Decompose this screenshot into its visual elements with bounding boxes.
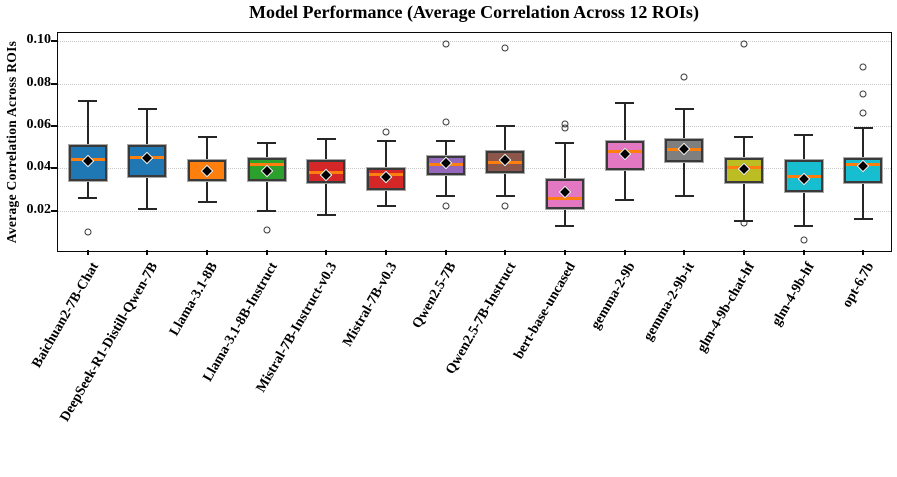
outlier-point: [501, 202, 509, 210]
x-tick-mark: [862, 250, 865, 255]
whisker-cap: [674, 108, 694, 111]
x-tick-mark: [504, 250, 507, 255]
y-tick-mark: [50, 82, 57, 85]
x-tick-mark: [206, 250, 209, 255]
whisker-cap: [316, 213, 336, 216]
x-tick-label: bert-base-uncased: [511, 260, 579, 362]
x-tick-mark: [802, 250, 805, 255]
outlier-point: [501, 44, 509, 52]
whisker-cap: [436, 139, 456, 142]
whisker-cap: [316, 137, 336, 140]
plot-area: [50, 32, 892, 255]
x-tick-mark: [683, 250, 686, 255]
whisker-cap: [197, 201, 217, 204]
outlier-point: [859, 90, 867, 98]
outlier-point: [859, 109, 867, 117]
outlier-point: [561, 124, 569, 132]
whisker-cap: [734, 135, 754, 138]
whisker-cap: [555, 224, 575, 227]
x-tick-label: DeepSeek-R1-Distill-Qwen-7B: [57, 260, 162, 425]
outlier-point: [84, 228, 92, 236]
x-tick-label: gemma-2-9b: [588, 260, 639, 333]
whisker-cap: [853, 218, 873, 221]
x-tick-mark: [146, 250, 149, 255]
chart-title: Model Performance (Average Correlation A…: [249, 2, 699, 22]
whisker-cap: [615, 101, 635, 104]
whisker-cap: [376, 205, 396, 208]
x-tick-mark: [385, 250, 388, 255]
gridline: [58, 41, 891, 43]
x-tick-mark: [742, 250, 745, 255]
x-tick-label: opt-6.7b: [839, 260, 878, 311]
whisker-cap: [495, 125, 515, 128]
outlier-point: [740, 219, 748, 227]
y-axis-tick-labels: 0.02 0.04 0.06 0.08 0.10: [0, 0, 57, 477]
gridline: [58, 83, 891, 85]
whisker-cap: [257, 209, 277, 212]
y-tick-label: 0.04: [26, 159, 52, 175]
whisker-cap: [674, 194, 694, 197]
x-tick-mark: [86, 250, 89, 255]
x-tick-label: glm-4-9b-chat-hf: [694, 260, 758, 356]
whisker-cap: [376, 139, 396, 142]
outlier-point: [442, 118, 450, 126]
whisker-cap: [137, 108, 157, 111]
whisker-cap: [78, 99, 98, 102]
y-tick-label: 0.10: [26, 32, 52, 48]
whisker-cap: [853, 127, 873, 130]
gridline: [58, 168, 891, 170]
outlier-point: [442, 40, 450, 48]
y-tick-mark: [50, 167, 57, 170]
x-tick-label: Qwen2.5-7B: [409, 260, 460, 332]
whisker-cap: [794, 133, 814, 136]
outlier-point: [740, 40, 748, 48]
x-tick-label: Qwen2.5-7B-Instruct: [443, 260, 520, 377]
whisker-cap: [257, 142, 277, 144]
box: [68, 145, 107, 182]
gridline: [58, 126, 891, 128]
x-tick-label: Llama-3.1-8B-Instruct: [200, 260, 281, 385]
x-tick-mark: [265, 250, 268, 255]
whisker-cap: [137, 207, 157, 210]
x-tick-mark: [444, 250, 447, 255]
outlier-point: [442, 202, 450, 210]
whisker-cap: [495, 194, 515, 197]
x-tick-label: Mistral-7B-Instruct-v0.3: [253, 260, 341, 396]
outlier-point: [859, 63, 867, 71]
whisker-cap: [615, 199, 635, 202]
x-tick-label: glm-4-9b-hf: [769, 260, 818, 329]
whisker-cap: [794, 224, 814, 227]
x-tick-label: Mistral-7B-v0.3: [339, 260, 401, 350]
y-tick-label: 0.08: [26, 74, 52, 90]
outlier-point: [263, 226, 271, 234]
x-tick-mark: [325, 250, 328, 255]
x-tick-mark: [563, 250, 566, 255]
whisker-cap: [555, 142, 575, 144]
whisker-cap: [436, 194, 456, 197]
whisker-cap: [197, 135, 217, 138]
y-tick-label: 0.06: [26, 117, 52, 133]
x-tick-label: Llama-3.1-8B: [167, 260, 222, 339]
y-tick-label: 0.02: [26, 201, 52, 217]
x-tick-label: gemma-2-9b-it: [641, 260, 699, 344]
y-tick-mark: [50, 209, 57, 212]
outlier-point: [680, 73, 688, 81]
outlier-point: [800, 236, 808, 244]
y-tick-mark: [50, 40, 57, 43]
y-tick-mark: [50, 125, 57, 128]
gridline: [58, 210, 891, 212]
x-tick-mark: [623, 250, 626, 255]
whisker-cap: [78, 197, 98, 199]
outlier-point: [382, 128, 390, 136]
